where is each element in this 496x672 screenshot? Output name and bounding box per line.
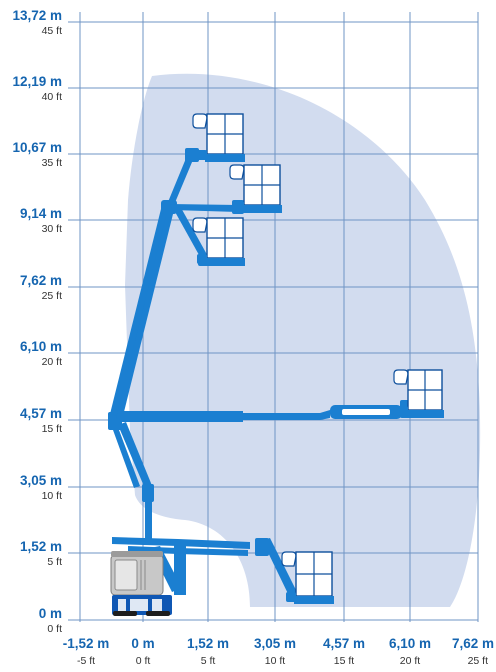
boom-lift-illustration [108, 113, 444, 616]
jib-low [262, 538, 300, 602]
platform-floor [205, 258, 245, 266]
y-axis-labels: 13,72 m 45 ft 12,19 m 40 ft 10,67 m 35 ft 9,14… [12, 8, 62, 635]
platform-basket [192, 113, 245, 162]
control-box [229, 164, 245, 180]
control-box [192, 113, 208, 129]
platform-floor [205, 154, 245, 162]
y-tick-label-feet: 30 ft [42, 223, 63, 235]
jib-head-low [255, 538, 269, 556]
platform-basket [229, 164, 282, 213]
y-tick-label-feet: 25 ft [42, 290, 63, 302]
platform-basket [192, 217, 245, 266]
control-box [281, 551, 297, 567]
x-tick-label-metric: 0 m [131, 636, 154, 651]
x-tick-label-metric: 4,57 m [323, 636, 365, 651]
x-tick-label-feet: 0 ft [136, 655, 151, 667]
control-box [393, 369, 409, 385]
x-tick-label-metric: 1,52 m [187, 636, 229, 651]
y-tick-label-feet: 10 ft [42, 490, 63, 502]
x-tick-label-metric: -1,52 m [63, 636, 110, 651]
x-axis-labels: -1,52 m -5 ft 0 m 0 ft 1,52 m 5 ft 3,05 m 10 ft… [63, 636, 494, 667]
y-tick-label-metric: 13,72 m [12, 8, 62, 23]
control-box [192, 217, 208, 233]
y-tick-label-feet: 45 ft [42, 25, 63, 37]
y-tick-label-feet: 0 ft [47, 623, 62, 635]
wheel [146, 611, 170, 616]
x-tick-label-feet: -5 ft [77, 655, 95, 667]
x-tick-label-metric: 6,10 m [389, 636, 431, 651]
platform-floor [242, 205, 282, 213]
y-tick-label-metric: 4,57 m [20, 406, 62, 421]
y-tick-label-metric: 7,62 m [20, 273, 62, 288]
y-tick-label-metric: 1,52 m [20, 539, 62, 554]
x-tick-label-feet: 5 ft [201, 655, 216, 667]
main-boom-upper [110, 200, 177, 420]
platforms [192, 113, 444, 604]
x-tick-label-feet: 20 ft [400, 655, 421, 667]
boom-stowed-low [112, 537, 300, 602]
platform-basket [281, 551, 334, 604]
y-tick-label-feet: 40 ft [42, 91, 63, 103]
chassis-panel [114, 559, 138, 591]
y-tick-label-metric: 10,67 m [12, 140, 62, 155]
riser-mast [108, 412, 154, 540]
y-tick-label-feet: 35 ft [42, 157, 63, 169]
platform-floor [406, 410, 444, 418]
y-tick-label-metric: 6,10 m [20, 339, 62, 354]
turntable-top [111, 551, 163, 557]
y-tick-label-metric: 0 m [39, 606, 62, 621]
platform-basket [393, 369, 444, 418]
y-tick-label-feet: 5 ft [47, 556, 62, 568]
platform-floor [294, 596, 334, 604]
x-tick-label-feet: 15 ft [334, 655, 355, 667]
x-tick-label-metric: 3,05 m [254, 636, 296, 651]
y-tick-label-metric: 12,19 m [12, 74, 62, 89]
chassis [110, 551, 172, 616]
x-tick-label-metric: 7,62 m [452, 636, 494, 651]
wheel [113, 611, 137, 616]
x-tick-label-feet: 10 ft [265, 655, 286, 667]
y-tick-label-metric: 9,14 m [20, 206, 62, 221]
y-tick-label-metric: 3,05 m [20, 473, 62, 488]
y-tick-label-feet: 15 ft [42, 423, 63, 435]
x-tick-label-feet: 25 ft [468, 655, 489, 667]
y-tick-label-feet: 20 ft [42, 356, 63, 368]
